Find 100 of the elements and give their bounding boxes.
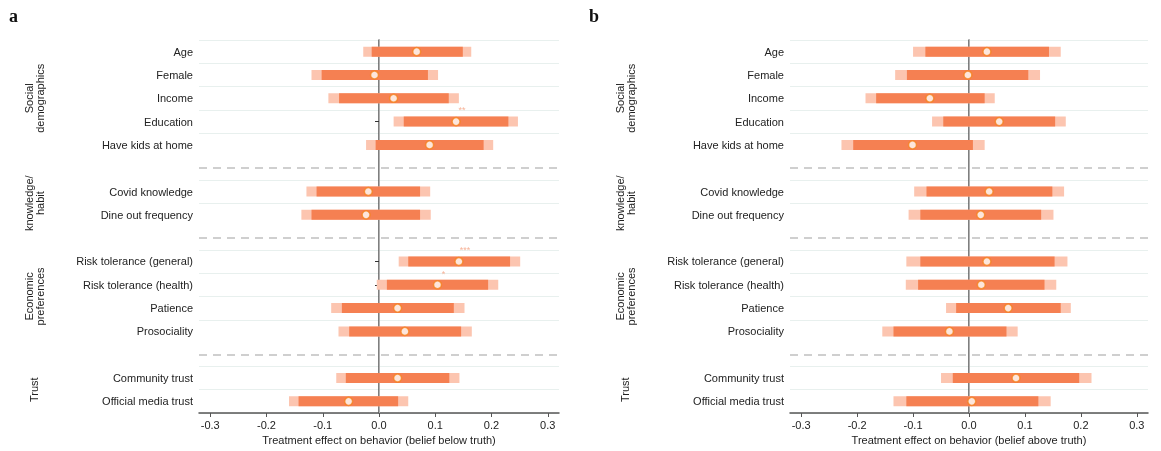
- text: Economic preferences: [22, 266, 46, 326]
- x-tick-label: -0.3: [200, 418, 220, 431]
- text: b: [589, 6, 600, 26]
- text: knowledge/ habit: [22, 174, 46, 232]
- bar: [876, 93, 985, 104]
- bar: [943, 116, 1056, 127]
- point: [361, 210, 371, 220]
- bar: [926, 186, 1053, 197]
- y-tick-label: Community trust: [703, 372, 784, 385]
- bar: [853, 139, 973, 150]
- bar: [906, 396, 1039, 407]
- y-tick-label: Covid knowledge: [700, 185, 784, 198]
- point: [451, 116, 461, 127]
- bar: [341, 303, 454, 314]
- y-tick-label: Risk tolerance (health): [82, 278, 193, 291]
- y-tick-label: Age: [764, 45, 784, 58]
- bar: [925, 46, 1049, 57]
- y-tick-label: Age: [173, 45, 193, 58]
- text: Social demographics: [22, 63, 46, 133]
- bar: [349, 326, 462, 337]
- point: [1011, 373, 1021, 383]
- y-tick-label: Risk tolerance (general): [76, 255, 193, 268]
- data-label: **: [458, 105, 467, 116]
- y-tick-label: Risk tolerance (general): [667, 255, 784, 268]
- y-tick-label: Official media trust: [102, 395, 193, 408]
- point: [984, 186, 994, 197]
- bar: [920, 209, 1042, 220]
- text: a: [9, 6, 18, 26]
- y-tick-label: Income: [747, 92, 784, 105]
- bar: [956, 303, 1061, 314]
- bar: [321, 69, 428, 80]
- bar: [371, 46, 463, 57]
- x-tick-label: -0.3: [791, 418, 811, 431]
- bar: [893, 326, 1007, 337]
- point: [944, 326, 955, 337]
- data-label: ***: [459, 245, 471, 256]
- point: [907, 140, 918, 150]
- text: Social demographics: [613, 63, 637, 133]
- point: [454, 256, 464, 267]
- y-tick-label: Community trust: [112, 372, 193, 385]
- x-tick-label: 0.3: [1129, 418, 1145, 431]
- x-tick-label: 0.2: [483, 418, 500, 431]
- y-tick-label: Female: [156, 68, 193, 81]
- bar: [345, 373, 450, 384]
- bar: [920, 256, 1055, 267]
- point: [925, 93, 935, 104]
- y-tick-label: Prosociality: [727, 325, 785, 338]
- point: [343, 396, 354, 407]
- x-tick-label: -0.2: [847, 418, 867, 431]
- point: [388, 93, 399, 104]
- point: [994, 116, 1004, 127]
- x-tick-label: -0.2: [257, 418, 276, 431]
- point: [363, 186, 374, 197]
- y-tick-label: Dine out frequency: [691, 208, 785, 221]
- x-tick-label: 0.0: [961, 418, 977, 431]
- text: Trust: [619, 377, 631, 403]
- bar: [918, 279, 1045, 290]
- x-tick-label: 0.3: [540, 418, 556, 431]
- x-tick-label: 0.0: [371, 418, 387, 431]
- bar: [952, 373, 1080, 384]
- point: [369, 70, 380, 80]
- point: [400, 326, 410, 337]
- y-tick-label: Have kids at home: [692, 138, 784, 151]
- bar: [906, 69, 1029, 80]
- x-tick-label: 0.2: [1073, 418, 1089, 431]
- y-tick-label: Patience: [741, 302, 784, 315]
- point: [967, 396, 977, 407]
- point: [982, 256, 992, 267]
- y-tick-label: Risk tolerance (health): [673, 278, 784, 291]
- y-tick-label: Education: [144, 115, 193, 128]
- point: [392, 303, 403, 313]
- bar: [408, 256, 511, 267]
- x-tick-label: 0.1: [427, 418, 443, 431]
- point: [392, 373, 403, 383]
- y-tick-label: Official media trust: [693, 395, 784, 408]
- text: knowledge/ habit: [613, 174, 637, 232]
- y-tick-label: Covid knowledge: [109, 185, 193, 198]
- x-axis-title: Treatment effect on behavior (belief above truth): [851, 434, 1087, 447]
- y-tick-label: Education: [735, 115, 784, 128]
- y-tick-label: Income: [156, 92, 193, 105]
- bar: [403, 116, 509, 127]
- x-tick-label: -0.1: [903, 418, 923, 431]
- text: Economic preferences: [613, 266, 637, 326]
- bar: [298, 396, 399, 407]
- bar: [316, 186, 421, 197]
- x-tick-label: -0.1: [313, 418, 333, 431]
- data-label: *: [441, 268, 446, 279]
- point: [1003, 303, 1013, 313]
- y-tick-label: Female: [747, 68, 784, 81]
- y-tick-label: Patience: [150, 302, 193, 315]
- point: [432, 280, 443, 290]
- point: [976, 280, 987, 290]
- point: [411, 46, 422, 57]
- y-tick-label: Prosociality: [136, 325, 194, 338]
- point: [963, 70, 973, 80]
- text: Trust: [28, 377, 40, 403]
- point: [424, 140, 435, 150]
- y-tick-label: Have kids at home: [101, 138, 193, 151]
- x-tick-label: 0.1: [1017, 418, 1033, 431]
- x-axis-title: Treatment effect on behavior (belief below truth): [262, 434, 496, 447]
